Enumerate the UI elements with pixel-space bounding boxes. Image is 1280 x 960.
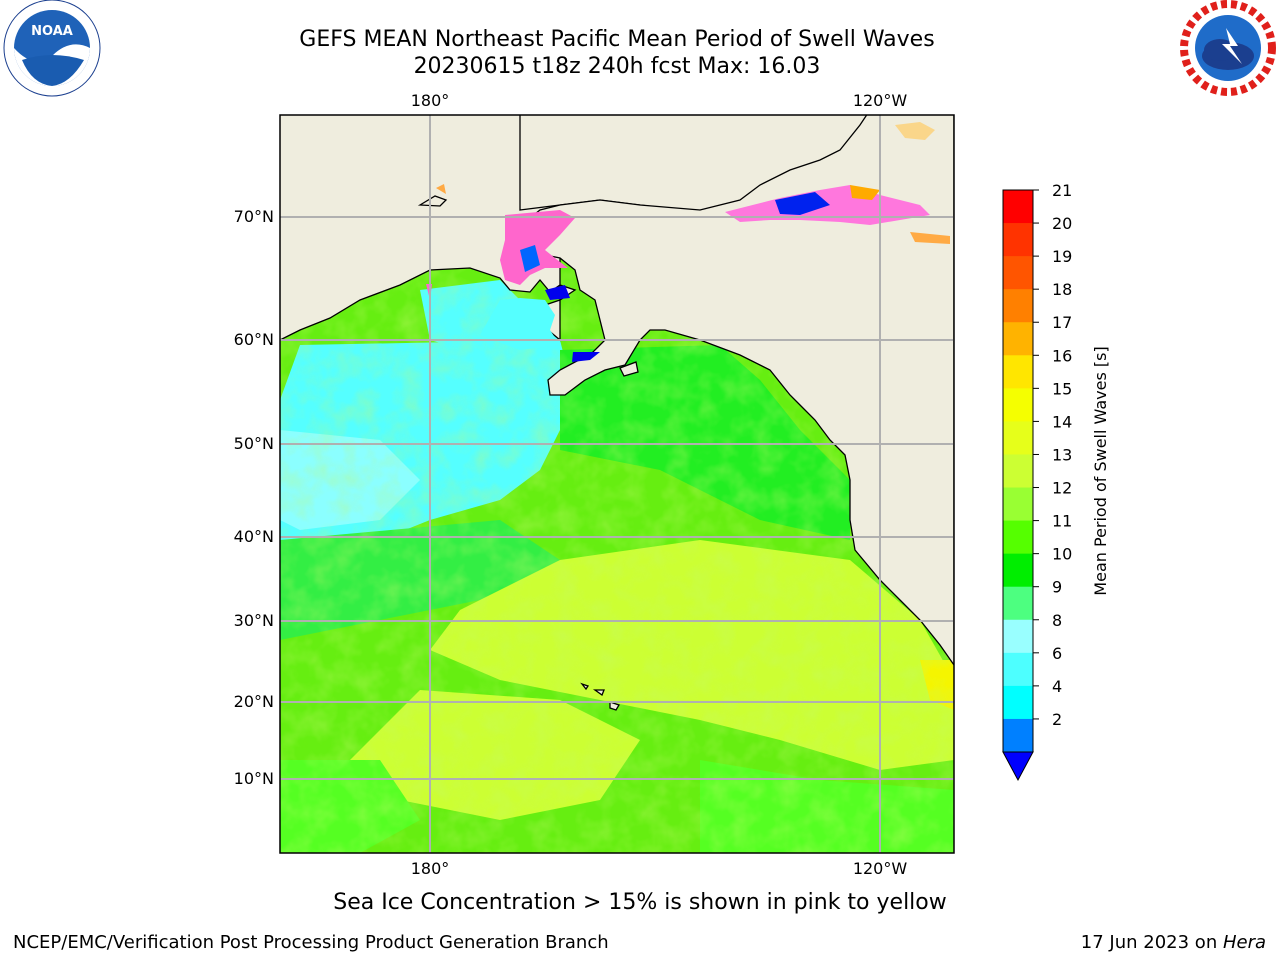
colorbar-tick-label: 19 — [1052, 247, 1072, 266]
map-frame — [279, 114, 955, 854]
noaa-logo-icon: NOAA — [3, 0, 101, 97]
colorbar-segment — [1003, 520, 1033, 555]
colorbar-tick-label: 13 — [1052, 445, 1072, 464]
colorbar-tick-label: 6 — [1052, 644, 1062, 663]
colorbar-tick-label: 15 — [1052, 379, 1072, 398]
colorbar-segment — [1003, 289, 1033, 323]
footer-machine: Hera — [1222, 932, 1266, 953]
footer-date: 17 Jun 2023 on Hera — [1081, 932, 1266, 953]
colorbar: 21 20 19 18 17 16 15 14 13 12 11 10 9 8 6 4 2 — [1002, 181, 1072, 782]
lat-label-60n: 60°N — [234, 330, 274, 349]
lat-label-30n: 30°N — [234, 611, 274, 630]
colorbar-tick-label: 16 — [1052, 346, 1072, 365]
colorbar-segment — [1003, 619, 1033, 654]
colorbar-tick-label: 21 — [1052, 181, 1072, 200]
lat-label-70n: 70°N — [234, 207, 274, 226]
lon-label-top-120w: 120°W — [853, 91, 908, 110]
colorbar-label: Mean Period of Swell Waves [s] — [1091, 346, 1110, 595]
lat-label-40n: 40°N — [234, 527, 274, 546]
colorbar-segment — [1003, 685, 1033, 720]
lat-label-50n: 50°N — [234, 434, 274, 453]
colorbar-tick-label: 2 — [1052, 710, 1062, 729]
colorbar-segment — [1003, 652, 1033, 687]
nws-logo-icon — [1180, 0, 1276, 96]
colorbar-segment — [1003, 421, 1033, 455]
colorbar-extend-triangle — [1002, 751, 1034, 782]
colorbar-segment — [1003, 256, 1033, 290]
colorbar-tick-label: 17 — [1052, 313, 1072, 332]
colorbar-segment — [1003, 718, 1033, 753]
colorbar-tick-label: 9 — [1052, 578, 1062, 597]
lat-label-20n: 20°N — [234, 692, 274, 711]
colorbar-segment — [1003, 355, 1033, 389]
footer-credit: NCEP/EMC/Verification Post Processing Pr… — [13, 932, 609, 953]
map-plot-area — [280, 115, 954, 853]
lon-label-bottom-120w: 120°W — [853, 859, 908, 878]
colorbar-tick-label: 14 — [1052, 412, 1072, 431]
colorbar-tick-label: 20 — [1052, 214, 1072, 233]
colorbar-tick-label: 10 — [1052, 545, 1072, 564]
map-subtitle: 20230615 t18z 240h fcst Max: 16.03 — [413, 54, 821, 79]
colorbar-segment — [1003, 487, 1033, 522]
lat-label-10n: 10°N — [234, 769, 274, 788]
colorbar-frame — [1002, 189, 1034, 753]
colorbar-segment — [1003, 586, 1033, 621]
map-grid — [280, 115, 954, 853]
footer-date-text: 17 Jun 2023 on — [1080, 932, 1223, 953]
sea-ice-overlay — [426, 122, 950, 362]
colorbar-segment — [1003, 388, 1033, 422]
colorbar-tick-label: 4 — [1052, 677, 1062, 696]
sea-ice-caption: Sea Ice Concentration > 15% is shown in … — [333, 890, 947, 915]
colorbar-segment — [1003, 322, 1033, 356]
colorbar-segment — [1003, 223, 1033, 257]
lon-label-top-180: 180° — [411, 91, 450, 110]
colorbar-segment — [1003, 190, 1033, 224]
colorbar-segment — [1003, 454, 1033, 489]
colorbar-tick-label: 11 — [1052, 512, 1072, 531]
noaa-logo-text: NOAA — [31, 24, 73, 39]
colorbar-segment — [1003, 553, 1033, 588]
colorbar-tick-label: 8 — [1052, 611, 1062, 630]
map-title: GEFS MEAN Northeast Pacific Mean Period … — [299, 27, 935, 52]
lon-label-bottom-180: 180° — [411, 859, 450, 878]
colorbar-tick-label: 12 — [1052, 479, 1072, 498]
colorbar-tick-label: 18 — [1052, 280, 1072, 299]
